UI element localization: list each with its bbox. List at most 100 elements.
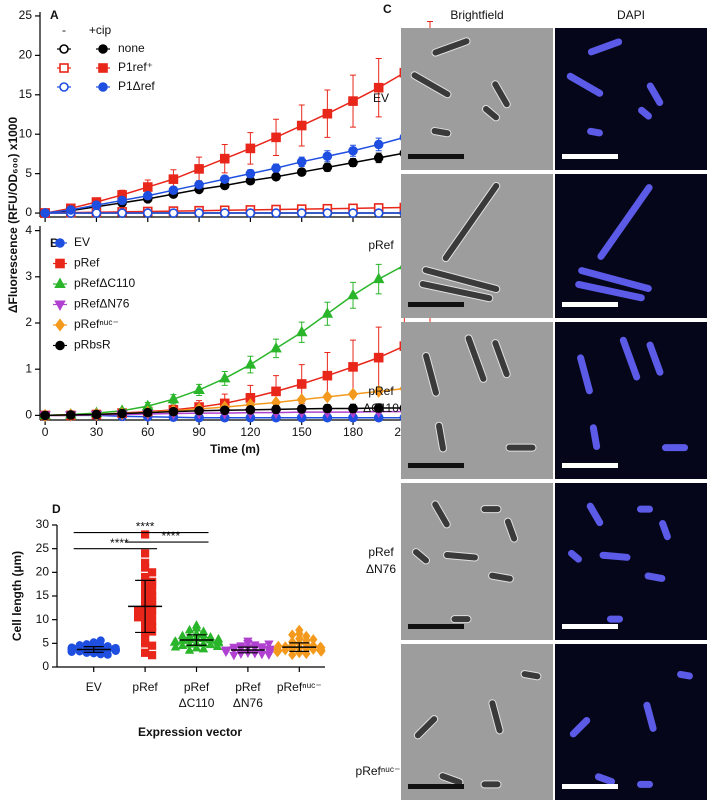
y-tick-label: 15 bbox=[36, 588, 50, 602]
marker bbox=[348, 208, 358, 218]
marker bbox=[229, 643, 239, 653]
marker bbox=[55, 258, 65, 269]
legend-header: +cip bbox=[89, 23, 112, 37]
marker bbox=[264, 640, 274, 649]
nucleoid bbox=[662, 444, 688, 452]
marker bbox=[134, 613, 143, 622]
marker bbox=[373, 153, 384, 163]
marker bbox=[295, 325, 308, 337]
marker bbox=[296, 167, 307, 177]
scale-bar bbox=[408, 624, 464, 629]
column-header: Brightfield bbox=[450, 8, 503, 22]
cell bbox=[505, 443, 537, 452]
marker bbox=[322, 162, 333, 173]
nucleoid bbox=[637, 780, 653, 788]
cell bbox=[413, 715, 439, 740]
brightfield-image bbox=[401, 322, 553, 479]
marker bbox=[271, 171, 281, 182]
marker bbox=[148, 568, 157, 577]
marker bbox=[373, 82, 384, 93]
nucleoid bbox=[619, 336, 641, 381]
y-tick-label: 5 bbox=[42, 636, 49, 650]
x-tick-label: 150 bbox=[292, 425, 312, 439]
marker bbox=[96, 636, 105, 645]
x-axis-title: Expression vector bbox=[138, 725, 242, 739]
y-tick-label: 20 bbox=[36, 565, 50, 579]
x-tick-label: pRef bbox=[235, 680, 261, 694]
y-axis-title: ΔFluorescence (RFU/OD₆₀₀) x1000 bbox=[6, 117, 20, 314]
marker bbox=[373, 352, 384, 363]
nucleoid bbox=[599, 551, 631, 561]
cell bbox=[491, 339, 511, 379]
marker bbox=[148, 641, 157, 650]
marker bbox=[322, 390, 333, 404]
legend-label: P1Δref bbox=[118, 79, 155, 93]
marker bbox=[348, 96, 358, 106]
nucleoid bbox=[578, 267, 652, 293]
marker bbox=[98, 82, 108, 92]
marker bbox=[184, 624, 195, 634]
y-tick-label: 5 bbox=[25, 166, 32, 180]
marker bbox=[98, 63, 108, 73]
marker bbox=[296, 157, 307, 167]
marker bbox=[170, 641, 181, 651]
marker bbox=[194, 208, 204, 218]
brightfield-image bbox=[401, 644, 553, 800]
marker bbox=[322, 370, 333, 381]
marker bbox=[257, 650, 267, 660]
y-tick-label: 0 bbox=[25, 408, 32, 422]
marker bbox=[75, 641, 84, 650]
marker bbox=[219, 153, 230, 164]
dapi-image bbox=[555, 322, 707, 479]
marker bbox=[148, 651, 157, 660]
sd-bar bbox=[186, 634, 207, 646]
cell bbox=[412, 548, 430, 565]
series-line bbox=[45, 147, 431, 214]
legend-label: P1ref⁺ bbox=[118, 60, 153, 74]
marker bbox=[55, 340, 65, 351]
x-tick-label: 120 bbox=[240, 425, 260, 439]
legend-label: none bbox=[118, 41, 145, 55]
marker bbox=[194, 179, 204, 190]
series-line bbox=[45, 206, 431, 214]
marker bbox=[168, 185, 179, 195]
legend-label: pRefⁿᵘᶜ⁻ bbox=[74, 317, 119, 331]
nucleoid bbox=[638, 106, 652, 120]
marker bbox=[98, 44, 108, 54]
marker bbox=[198, 643, 209, 653]
marker bbox=[167, 392, 180, 404]
marker bbox=[54, 277, 66, 289]
cell bbox=[435, 421, 447, 453]
significance-label: **** bbox=[161, 529, 180, 543]
marker bbox=[322, 403, 333, 414]
marker bbox=[191, 642, 202, 652]
marker bbox=[59, 44, 69, 54]
nucleoid bbox=[586, 502, 604, 527]
marker bbox=[245, 405, 256, 415]
scale-bar bbox=[562, 784, 618, 789]
nucleoid bbox=[589, 424, 601, 450]
marker bbox=[141, 549, 150, 558]
scale-bar bbox=[408, 463, 464, 468]
marker bbox=[141, 648, 150, 657]
marker bbox=[168, 406, 179, 417]
marker bbox=[91, 409, 102, 420]
marker bbox=[270, 341, 282, 353]
marker bbox=[302, 648, 311, 660]
marker bbox=[55, 238, 65, 248]
marker bbox=[264, 651, 274, 660]
marker bbox=[40, 410, 50, 421]
marker bbox=[219, 405, 230, 416]
nucleoid bbox=[646, 341, 664, 376]
marker bbox=[271, 132, 281, 143]
marker bbox=[219, 174, 230, 184]
y-tick-label: 15 bbox=[19, 87, 33, 101]
marker bbox=[244, 358, 257, 369]
marker bbox=[96, 650, 105, 659]
cell bbox=[422, 351, 440, 397]
marker bbox=[134, 606, 143, 615]
y-tick-label: 30 bbox=[36, 517, 50, 531]
x-tick-label: 60 bbox=[141, 425, 155, 439]
marker bbox=[373, 139, 384, 150]
marker bbox=[245, 208, 256, 218]
